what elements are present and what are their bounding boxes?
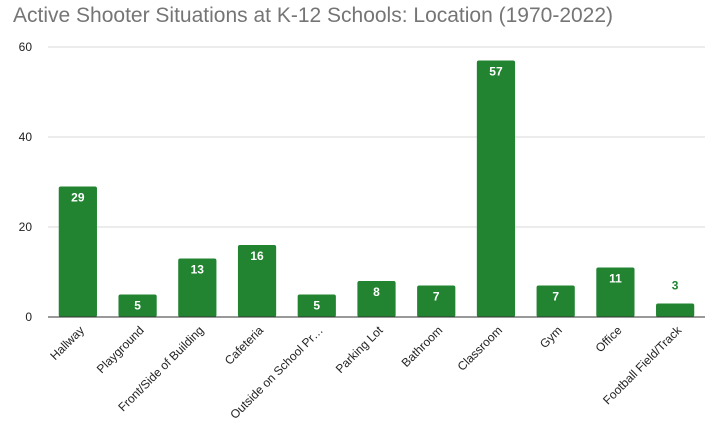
- data-label: 16: [250, 249, 264, 263]
- bar: [237, 245, 277, 317]
- data-label: 3: [672, 279, 679, 293]
- bar: [536, 285, 575, 317]
- data-label: 29: [71, 191, 85, 205]
- x-tick-label: Office: [593, 323, 625, 355]
- data-label: 7: [433, 290, 440, 304]
- data-label: 7: [552, 290, 559, 304]
- x-tick-label: Classroom: [455, 323, 505, 373]
- data-label: 57: [489, 65, 503, 79]
- bars: [58, 60, 695, 317]
- data-label: 13: [191, 263, 205, 277]
- data-label: 8: [373, 285, 380, 299]
- gridlines: [48, 46, 705, 228]
- bar: [656, 303, 695, 317]
- x-tick-label: Hallway: [47, 323, 87, 363]
- data-label: 11: [609, 272, 622, 286]
- x-tick-label: Cafeteria: [222, 323, 267, 368]
- bar: [297, 294, 336, 317]
- data-label: 5: [134, 299, 141, 313]
- bar: [417, 285, 456, 317]
- y-axis-ticks: 0 20 40 60: [19, 40, 33, 324]
- y-tick-label: 40: [19, 130, 33, 144]
- data-label: 5: [313, 299, 320, 313]
- bar: [58, 186, 97, 317]
- bar: [178, 258, 217, 317]
- chart-title: Active Shooter Situations at K-12 School…: [13, 4, 614, 27]
- x-tick-label: Bathroom: [399, 323, 446, 370]
- bar: [476, 60, 516, 317]
- bar: [118, 294, 157, 317]
- y-tick-label: 0: [25, 310, 32, 324]
- x-tick-label: Parking Lot: [333, 323, 386, 376]
- y-tick-label: 20: [19, 220, 33, 234]
- x-tick-label: Gym: [537, 323, 565, 351]
- y-tick-label: 60: [19, 40, 33, 54]
- bar: [596, 267, 635, 317]
- data-labels: 29 5 13 16 5 8 7 57 7 11 3: [71, 65, 679, 313]
- x-tick-label: Playground: [94, 323, 147, 376]
- bar: [357, 281, 396, 317]
